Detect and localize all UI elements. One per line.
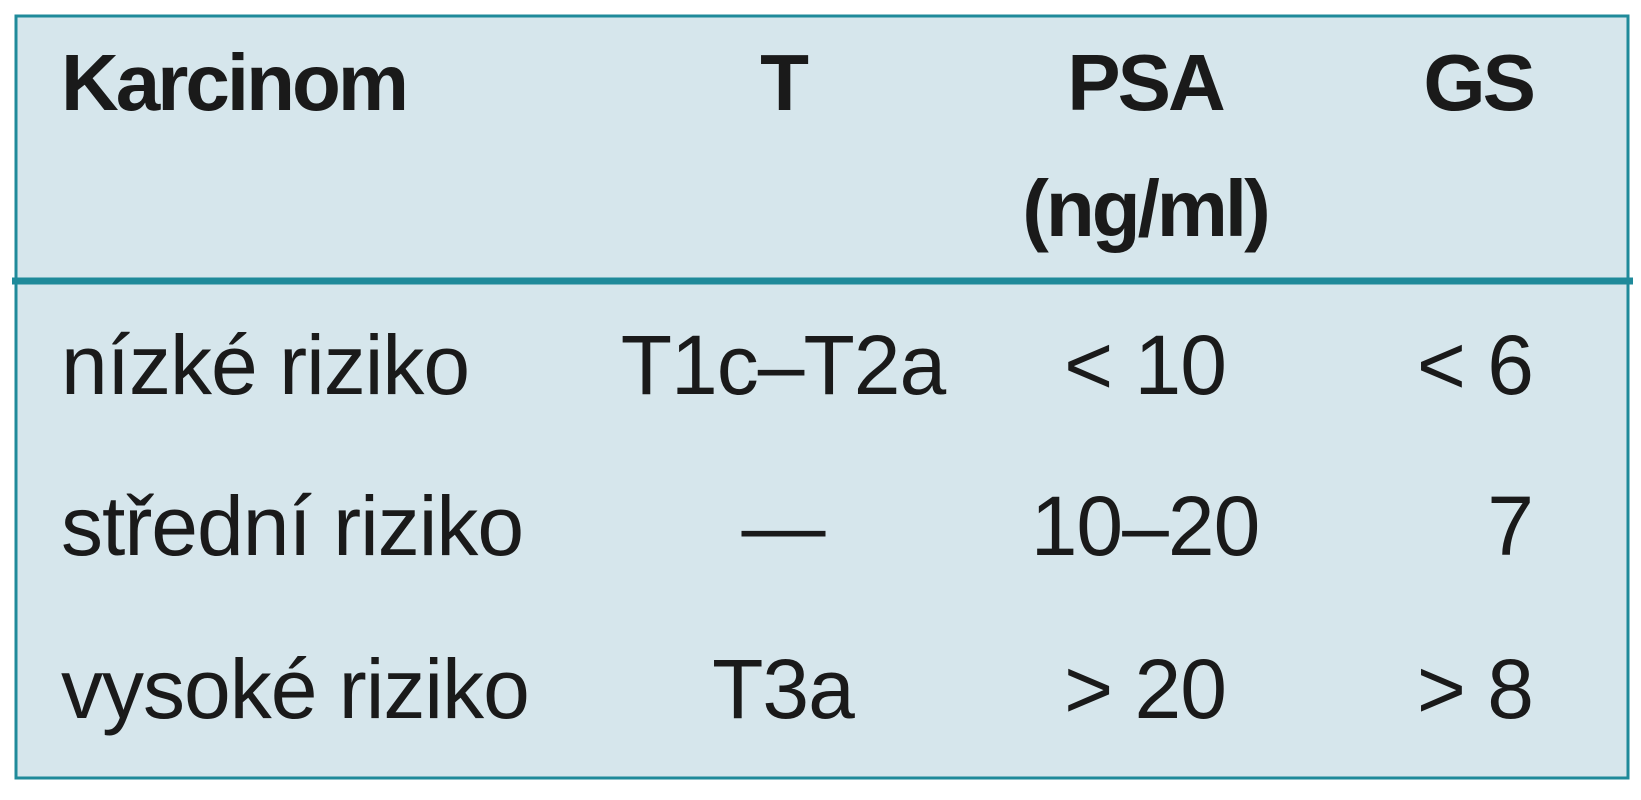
cells: Karcinom T PSA (ng/ml) GS nízké riziko T1c–T2a…	[61, 38, 1537, 736]
cell: T1c–T2a	[621, 318, 947, 412]
cell: —	[742, 479, 826, 573]
cell: 7	[1487, 479, 1533, 573]
cell: > 20	[1064, 642, 1226, 736]
cell: > 8	[1417, 642, 1533, 736]
cell: 10–20	[1031, 479, 1260, 573]
header-cell: T	[760, 38, 809, 127]
row-label: vysoké riziko	[61, 642, 529, 736]
cell: T3a	[712, 642, 855, 736]
header-cell: GS	[1423, 38, 1533, 127]
row-label: nízké riziko	[61, 318, 469, 412]
header-cell: PSA	[1067, 38, 1224, 127]
cell: < 10	[1064, 318, 1226, 412]
cell: < 6	[1417, 318, 1533, 412]
table-frame	[14, 14, 1630, 780]
header-cell: Karcinom	[61, 38, 406, 127]
header-cell: (ng/ml)	[1022, 164, 1268, 253]
row-label: střední riziko	[61, 479, 523, 573]
